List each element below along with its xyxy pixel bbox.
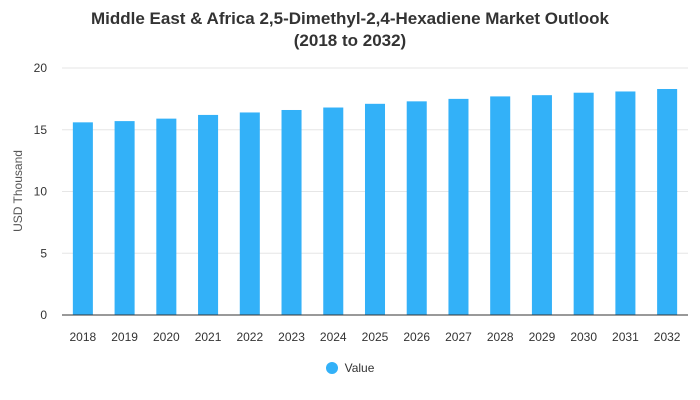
x-tick-label-2024: 2024 [320,330,347,344]
legend: Value [0,361,700,375]
y-tick-label-10: 10 [34,185,48,199]
bar-2022 [239,112,260,316]
bar-2020 [156,118,177,315]
x-tick-label-2021: 2021 [195,330,222,344]
bar-2029 [531,95,552,315]
x-tick-label-2026: 2026 [403,330,430,344]
bar-2024 [323,107,344,316]
x-tick-label-2022: 2022 [236,330,263,344]
y-tick-label-0: 0 [40,308,47,322]
bar-2027 [448,98,469,315]
bar-2019 [114,121,135,315]
y-tick-label-5: 5 [40,246,47,260]
bar-2032 [657,88,678,316]
x-tick-label-2025: 2025 [362,330,389,344]
bar-2025 [364,103,386,315]
bar-2026 [406,101,427,315]
x-tick-label-2029: 2029 [529,330,556,344]
x-tick-label-2028: 2028 [487,330,514,344]
x-tick-label-2018: 2018 [70,330,97,344]
bar-2023 [281,109,302,316]
x-tick-label-2031: 2031 [612,330,639,344]
chart-title-line-2: (2018 to 2032) [293,31,407,50]
y-tick-label-15: 15 [34,123,48,137]
x-tick-label-2032: 2032 [654,330,681,344]
bar-2018 [72,122,93,315]
y-tick-label-20: 20 [34,61,48,75]
tick-labels: 0 5 10 15 20 2018 2019 2020 2021 2022 2023 2024 2025… [34,61,681,344]
bar-2031 [615,91,636,315]
bar-2028 [490,96,511,315]
x-tick-label-2027: 2027 [445,330,472,344]
x-tick-label-2019: 2019 [111,330,138,344]
bar-2021 [198,114,219,316]
bars [72,88,678,316]
x-tick-label-2023: 2023 [278,330,305,344]
x-tick-label-2020: 2020 [153,330,180,344]
y-axis-title: USD Thousand [11,150,25,232]
x-tick-label-2030: 2030 [570,330,597,344]
chart-title: Middle East & Africa 2,5-Dimethyl-2,4-He… [0,8,700,52]
legend-swatch-value [325,362,338,374]
legend-label-value: Value [344,361,375,375]
chart-title-line-1: Middle East & Africa 2,5-Dimethyl-2,4-He… [90,9,609,28]
bar-2030 [573,92,594,315]
